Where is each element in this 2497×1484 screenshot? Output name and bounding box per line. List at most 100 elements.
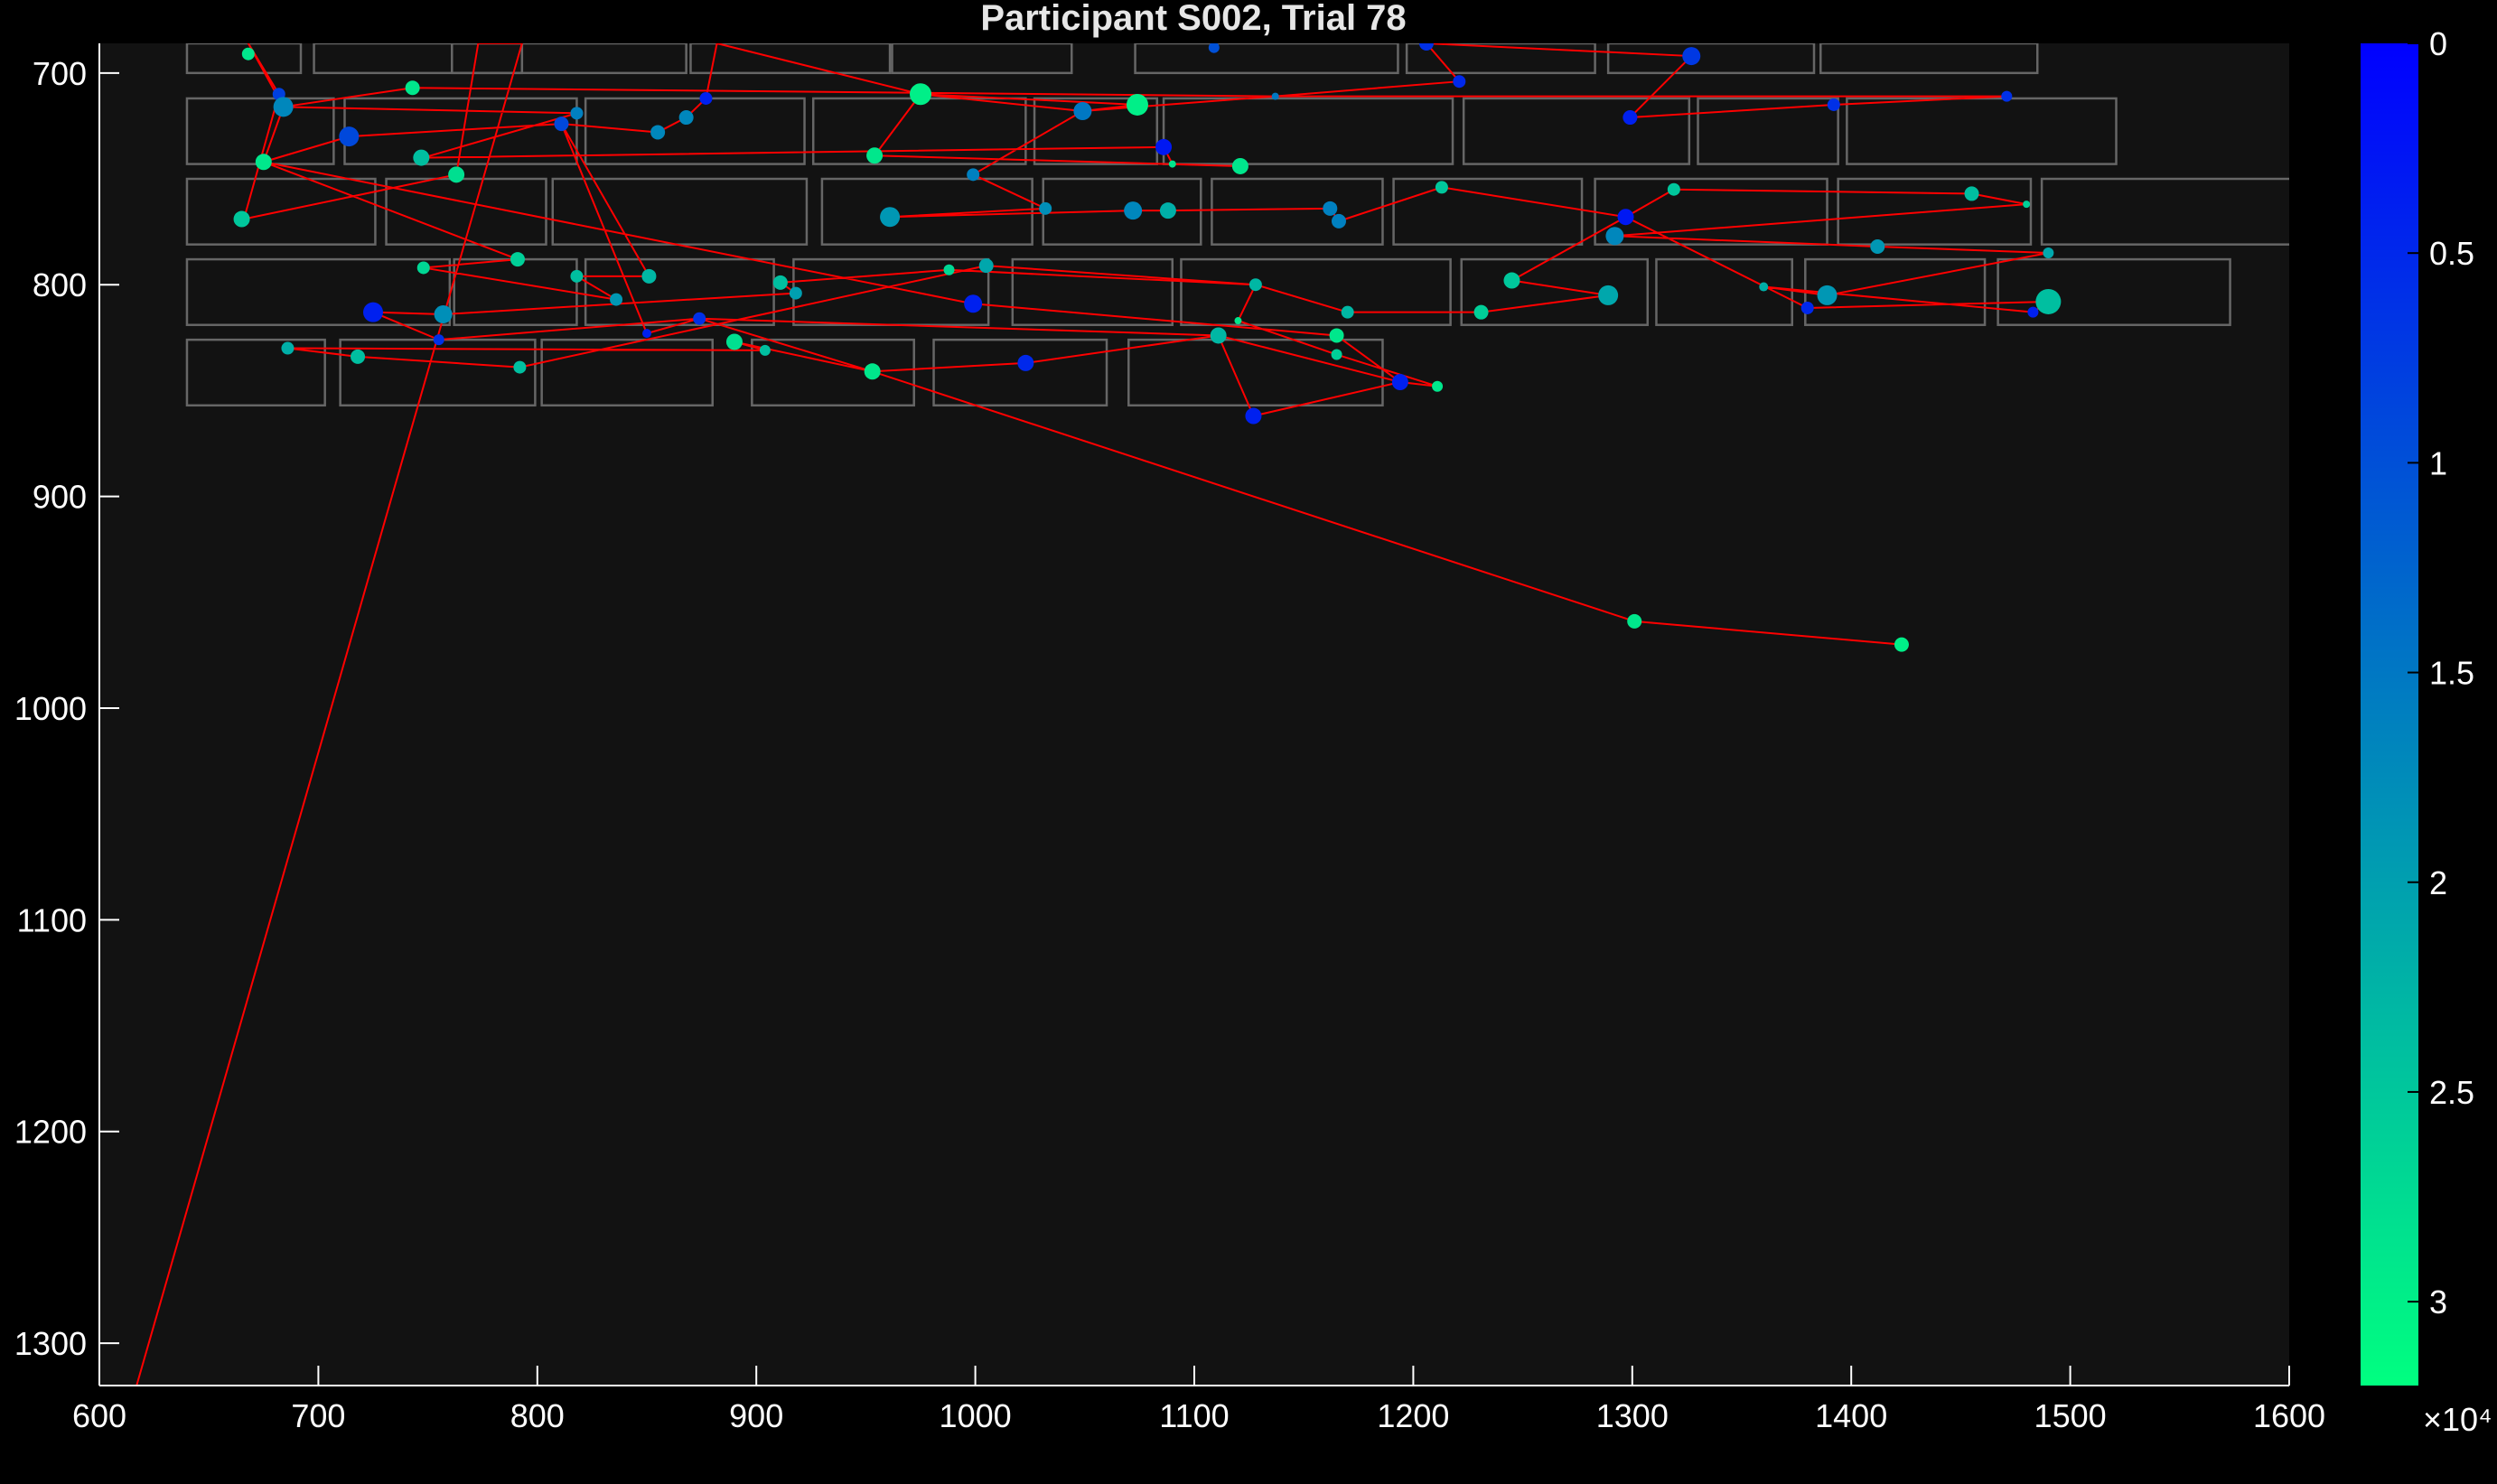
- word-box: [540, 338, 714, 407]
- fixation-point: [967, 168, 980, 182]
- fixation-point: [1617, 209, 1634, 226]
- x-tick-label: 1000: [940, 1397, 1012, 1434]
- fixation-point: [1248, 278, 1262, 292]
- word-box: [1655, 257, 1794, 326]
- fixation-point: [1073, 102, 1092, 121]
- word-box: [1837, 177, 2033, 246]
- colorbar-tick-label: 0: [2429, 25, 2447, 62]
- word-box: [1997, 257, 2231, 326]
- fixation-point: [866, 147, 884, 164]
- colorbar-tick-label: 2: [2429, 864, 2447, 901]
- fixation-point: [363, 302, 383, 322]
- word-box: [1697, 97, 1839, 165]
- fixation-point: [281, 341, 295, 355]
- fixation-point: [1331, 349, 1342, 360]
- fixation-point: [416, 261, 430, 275]
- fixation-point: [1627, 613, 1642, 629]
- fixation-point: [1245, 407, 1262, 425]
- colorbar-tick-label: 1.5: [2429, 655, 2474, 692]
- x-tick-label: 900: [729, 1397, 783, 1434]
- fixation-point: [351, 349, 366, 364]
- fixation-point: [255, 154, 272, 171]
- word-box: [1460, 257, 1650, 326]
- x-tick-label: 800: [510, 1397, 565, 1434]
- word-box: [689, 43, 892, 75]
- colorbar-tick-label: 1: [2429, 444, 2447, 481]
- fixation-point: [789, 286, 802, 300]
- word-box: [1462, 97, 1691, 165]
- fixation-point: [1432, 380, 1444, 392]
- fixation-point: [1435, 181, 1448, 194]
- fixation-point: [1124, 201, 1143, 220]
- y-tick-label: 1200: [14, 1114, 87, 1151]
- word-box: [385, 177, 547, 246]
- fixation-point: [2035, 288, 2062, 314]
- fixations: [233, 43, 2062, 652]
- word-box: [891, 43, 1073, 75]
- fixation-point: [1271, 92, 1279, 100]
- x-tick-label: 1500: [2034, 1397, 2107, 1434]
- fixation-point: [233, 210, 250, 228]
- fixation-point: [650, 125, 666, 140]
- fixation-point: [570, 269, 584, 283]
- fixation-point: [448, 166, 465, 183]
- fixation-point: [1126, 93, 1148, 116]
- fixation-point: [641, 268, 657, 284]
- fixation-point: [725, 333, 743, 350]
- word-box: [932, 338, 1108, 407]
- fixation-point: [1827, 98, 1840, 111]
- word-box: [584, 97, 806, 165]
- fixation-point: [554, 117, 569, 132]
- fixation-point: [910, 83, 931, 106]
- fixation-point: [943, 264, 955, 275]
- fixation-point: [1418, 43, 1434, 51]
- word-box: [1606, 43, 1816, 75]
- colorbar-tick-label: 3: [2429, 1283, 2447, 1321]
- word-box: [1033, 97, 1159, 165]
- scanpath-line: [136, 43, 2050, 1386]
- fixation-point: [699, 91, 713, 105]
- fixation-point: [1155, 138, 1173, 155]
- fixation-point: [513, 360, 527, 374]
- fixation-point: [610, 293, 623, 306]
- y-tick-label: 1300: [14, 1325, 87, 1362]
- word-box: [185, 43, 303, 75]
- plot-area: [99, 43, 2289, 1386]
- fixation-point: [1231, 157, 1248, 174]
- fixation-point: [978, 258, 994, 274]
- fixation-point: [1605, 227, 1624, 246]
- word-box: [751, 338, 915, 407]
- fixation-point: [1964, 186, 1979, 201]
- fixation-point: [1473, 304, 1489, 320]
- fixation-point: [1039, 201, 1052, 215]
- fixation-point: [339, 126, 360, 147]
- fixation-point: [433, 334, 444, 346]
- fixation-point: [273, 97, 294, 117]
- fixation-point: [1329, 328, 1344, 343]
- word-box: [1127, 338, 1384, 407]
- fixation-point: [2027, 306, 2039, 318]
- x-axis: 600 700 800 900 1000 1100 1200 1300 1400 1500 1600: [72, 1366, 2325, 1434]
- fixation-point: [570, 107, 584, 120]
- x-tick-label: 1400: [1815, 1397, 1887, 1434]
- fixation-point: [964, 294, 983, 313]
- fixation-point: [1391, 374, 1408, 391]
- fixation-point: [1331, 213, 1346, 229]
- word-box: [1134, 43, 1399, 75]
- word-box: [1392, 177, 1584, 246]
- fixation-point: [510, 252, 525, 267]
- y-tick-label: 1100: [17, 901, 87, 938]
- word-box: [1405, 43, 1596, 75]
- x-tick-label: 700: [291, 1397, 345, 1434]
- fixation-point: [642, 329, 651, 339]
- fixation-point: [1894, 637, 1909, 652]
- fixation-point: [2023, 201, 2031, 209]
- chart-title: Participant S002, Trial 78: [980, 0, 1406, 38]
- fixation-point: [1667, 182, 1680, 196]
- y-axis: 700 800 900 1000 1100 1200 1300: [14, 43, 119, 1386]
- fixation-point: [1817, 285, 1838, 305]
- colorbar-tick-label: 0.5: [2429, 235, 2474, 272]
- word-box: [1180, 257, 1452, 326]
- word-box: [185, 177, 377, 246]
